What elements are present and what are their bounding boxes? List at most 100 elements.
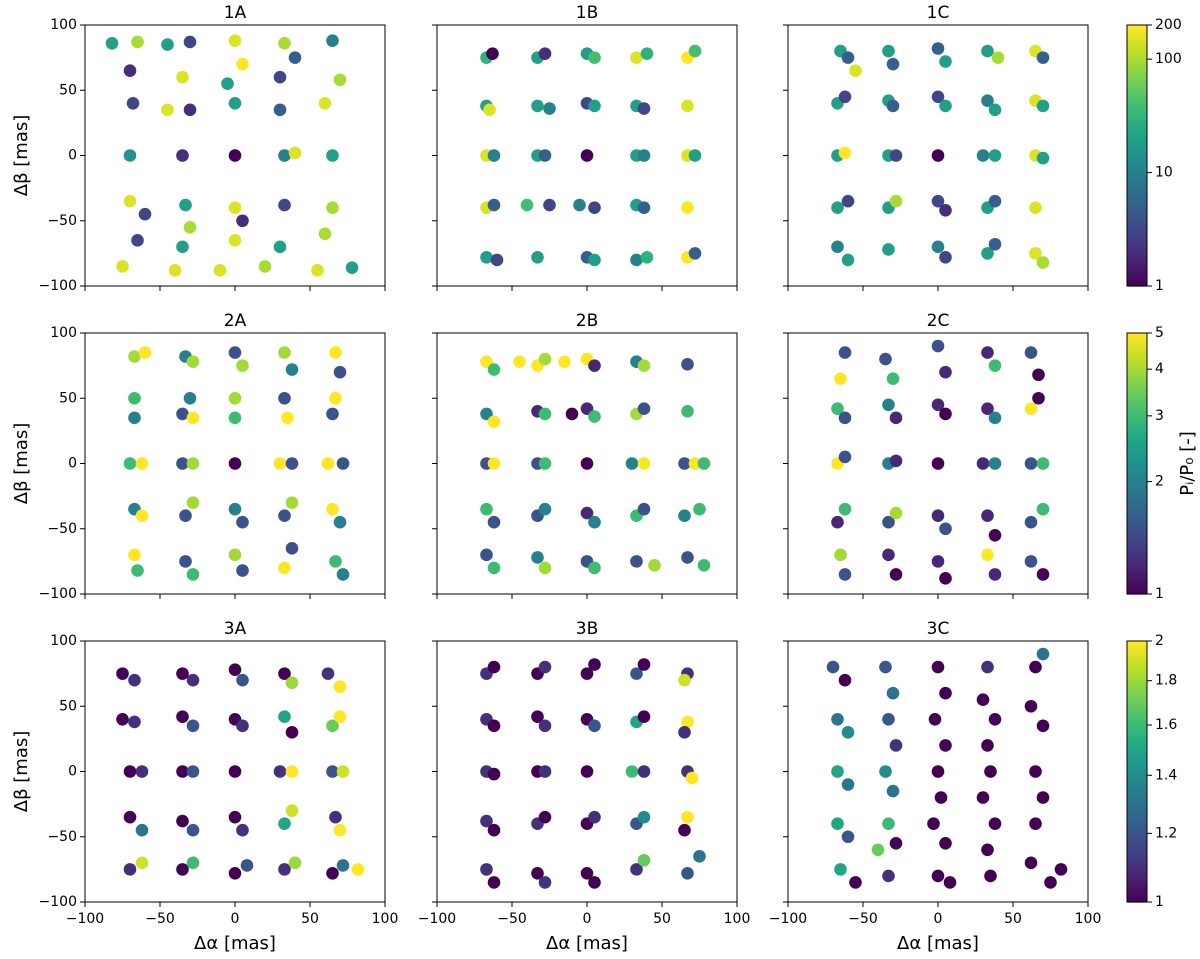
- colorbar-slice: [1127, 131, 1147, 135]
- colorbar-slice: [1127, 374, 1147, 378]
- colorbar-slice: [1127, 46, 1147, 50]
- point: [637, 853, 651, 867]
- point: [588, 719, 601, 733]
- point: [183, 391, 197, 405]
- point: [588, 810, 601, 824]
- colorbar-slice: [1127, 68, 1147, 72]
- point: [336, 765, 350, 778]
- point: [976, 457, 990, 470]
- colorbar-slice: [1127, 222, 1147, 226]
- colorbar-slice: [1127, 871, 1147, 875]
- colorbar-slice: [1127, 64, 1147, 67]
- point: [637, 149, 651, 162]
- colorbar-slice: [1127, 212, 1147, 215]
- point: [1036, 568, 1050, 581]
- panel-title: 3A: [224, 619, 247, 639]
- colorbar-slice: [1127, 758, 1147, 762]
- colorbar-slice: [1127, 576, 1147, 580]
- point: [487, 876, 501, 889]
- point: [838, 146, 852, 160]
- point: [326, 719, 339, 733]
- colorbar-slice: [1127, 541, 1147, 545]
- colorbar-slice: [1127, 38, 1147, 41]
- colorbar-slice: [1127, 641, 1147, 644]
- colorbar-slice: [1127, 135, 1147, 139]
- colorbar-slice: [1127, 275, 1147, 278]
- colorbar-slice: [1127, 417, 1147, 421]
- point: [879, 765, 892, 778]
- point: [490, 253, 504, 267]
- point: [988, 457, 1002, 470]
- y-tick-label: −100: [39, 278, 77, 294]
- y-tick-label: −50: [47, 213, 77, 229]
- colorbar-slice: [1127, 561, 1147, 565]
- point: [123, 149, 137, 162]
- point: [333, 680, 347, 693]
- colorbar-slice: [1127, 587, 1147, 591]
- point: [834, 372, 847, 385]
- colorbar-tick-label: 1: [1155, 894, 1164, 910]
- colorbar-slice: [1127, 762, 1147, 766]
- point: [487, 660, 501, 674]
- point: [176, 407, 189, 421]
- point: [637, 201, 651, 214]
- point: [838, 673, 852, 687]
- colorbar-slice: [1127, 214, 1147, 217]
- colorbar-slice: [1127, 333, 1147, 336]
- point: [688, 457, 702, 470]
- point: [278, 863, 291, 876]
- colorbar-tick-label: 5: [1155, 325, 1164, 341]
- colorbar-slice: [1127, 502, 1147, 506]
- point: [831, 240, 844, 254]
- y-tick-label: 0: [68, 148, 77, 164]
- point: [228, 234, 242, 247]
- colorbar-slice: [1127, 53, 1147, 57]
- colorbar-slice: [1127, 474, 1147, 478]
- point: [278, 509, 291, 522]
- colorbar-slice: [1127, 283, 1147, 287]
- colorbar-slice: [1127, 849, 1147, 853]
- colorbar-slice: [1127, 55, 1147, 59]
- colorbar-slice: [1127, 31, 1147, 35]
- point: [228, 765, 242, 778]
- colorbar-slice: [1127, 413, 1147, 417]
- point: [831, 765, 844, 778]
- colorbar-slice: [1127, 262, 1147, 265]
- colorbar-slice: [1127, 897, 1147, 901]
- colorbar-slice: [1127, 893, 1147, 897]
- colorbar-slice: [1127, 35, 1147, 39]
- colorbar-slice: [1127, 823, 1147, 827]
- point: [886, 372, 900, 385]
- point: [326, 765, 339, 778]
- point: [588, 201, 601, 214]
- colorbar-slice: [1127, 867, 1147, 870]
- point: [879, 352, 892, 366]
- colorbar-slice: [1127, 552, 1147, 556]
- point: [273, 103, 287, 117]
- point: [693, 850, 706, 863]
- colorbar-slice: [1127, 231, 1147, 235]
- point: [580, 765, 594, 778]
- colorbar-slice: [1127, 378, 1147, 382]
- point: [179, 198, 192, 212]
- point: [345, 261, 359, 275]
- colorbar-slice: [1127, 75, 1147, 78]
- point: [333, 73, 347, 87]
- point: [1036, 647, 1050, 661]
- x-tick-label: 50: [301, 911, 319, 927]
- colorbar-slice: [1127, 498, 1147, 502]
- colorbar-slice: [1127, 865, 1147, 868]
- colorbar-slice: [1127, 272, 1147, 276]
- x-tick-label: 0: [583, 911, 592, 927]
- colorbar-slice: [1127, 339, 1147, 343]
- colorbar-slice: [1127, 159, 1147, 163]
- colorbar-slice: [1127, 793, 1147, 797]
- point: [228, 502, 242, 516]
- colorbar-slice: [1127, 441, 1147, 445]
- point: [285, 542, 299, 555]
- colorbar-slice: [1127, 216, 1147, 220]
- colorbar-slice: [1127, 730, 1147, 733]
- x-tick-label: 50: [1004, 911, 1022, 927]
- point: [236, 57, 249, 71]
